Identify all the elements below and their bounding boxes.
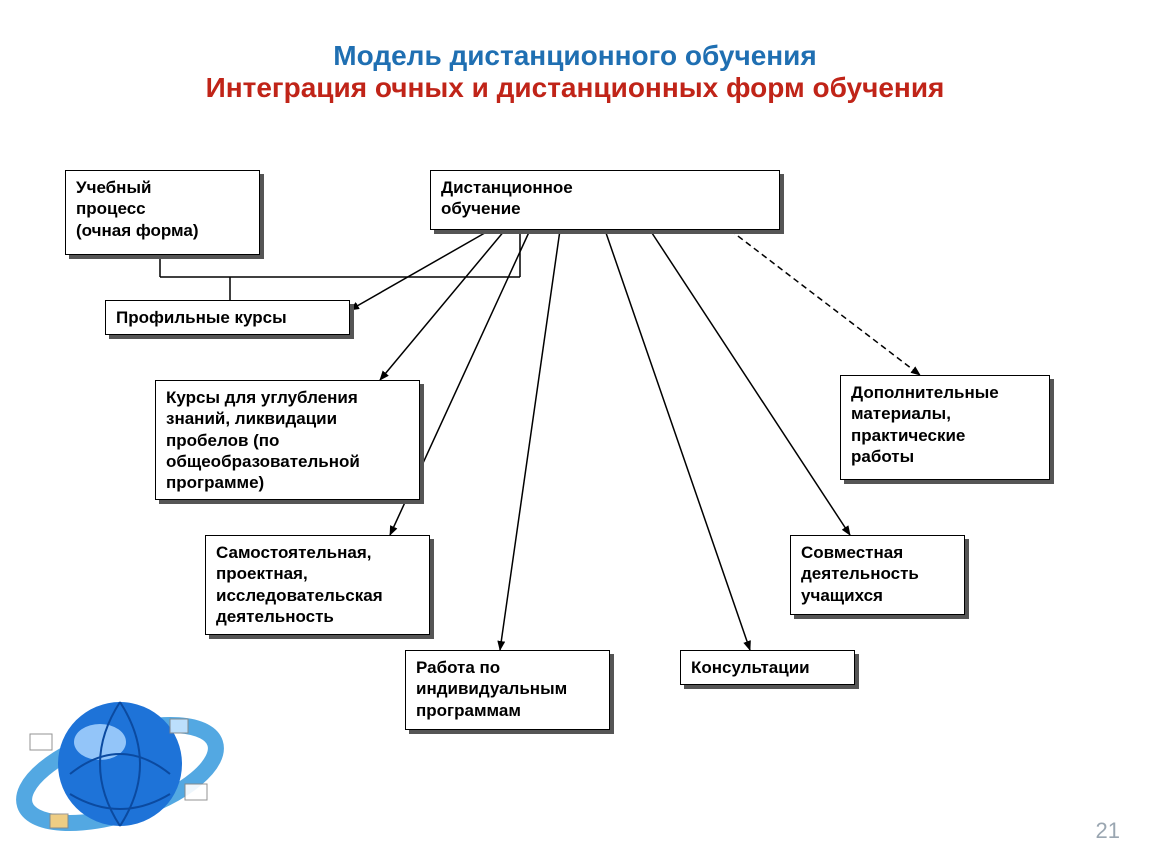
globe-orbit-icon (10, 664, 230, 854)
node-rabo: Работа поиндивидуальнымпрограммам (405, 650, 610, 730)
arrow-dist-dopo (730, 230, 920, 375)
page-number: 21 (1096, 818, 1120, 844)
node-kons: Консультации (680, 650, 855, 685)
arrow-dist-kons (605, 230, 750, 650)
node-sovm: Совместнаядеятельностьучащихся (790, 535, 965, 615)
title-line-2: Интеграция очных и дистанционных форм об… (0, 72, 1150, 104)
arrow-dist-sovm (650, 230, 850, 535)
node-dopo: Дополнительныематериалы,практическиерабо… (840, 375, 1050, 480)
title-line-1: Модель дистанционного обучения (0, 40, 1150, 72)
arrow-dist-prof (350, 230, 490, 310)
node-prof: Профильные курсы (105, 300, 350, 335)
node-uch: Учебныйпроцесс(очная форма) (65, 170, 260, 255)
node-dist: Дистанционноеобучение (430, 170, 780, 230)
title-block: Модель дистанционного обучения Интеграци… (0, 40, 1150, 104)
arrow-dist-rabo (500, 230, 560, 650)
node-samo: Самостоятельная,проектная,исследовательс… (205, 535, 430, 635)
node-kurs: Курсы для углублениязнаний, ликвидациипр… (155, 380, 420, 500)
arrow-dist-kurs (380, 230, 505, 380)
